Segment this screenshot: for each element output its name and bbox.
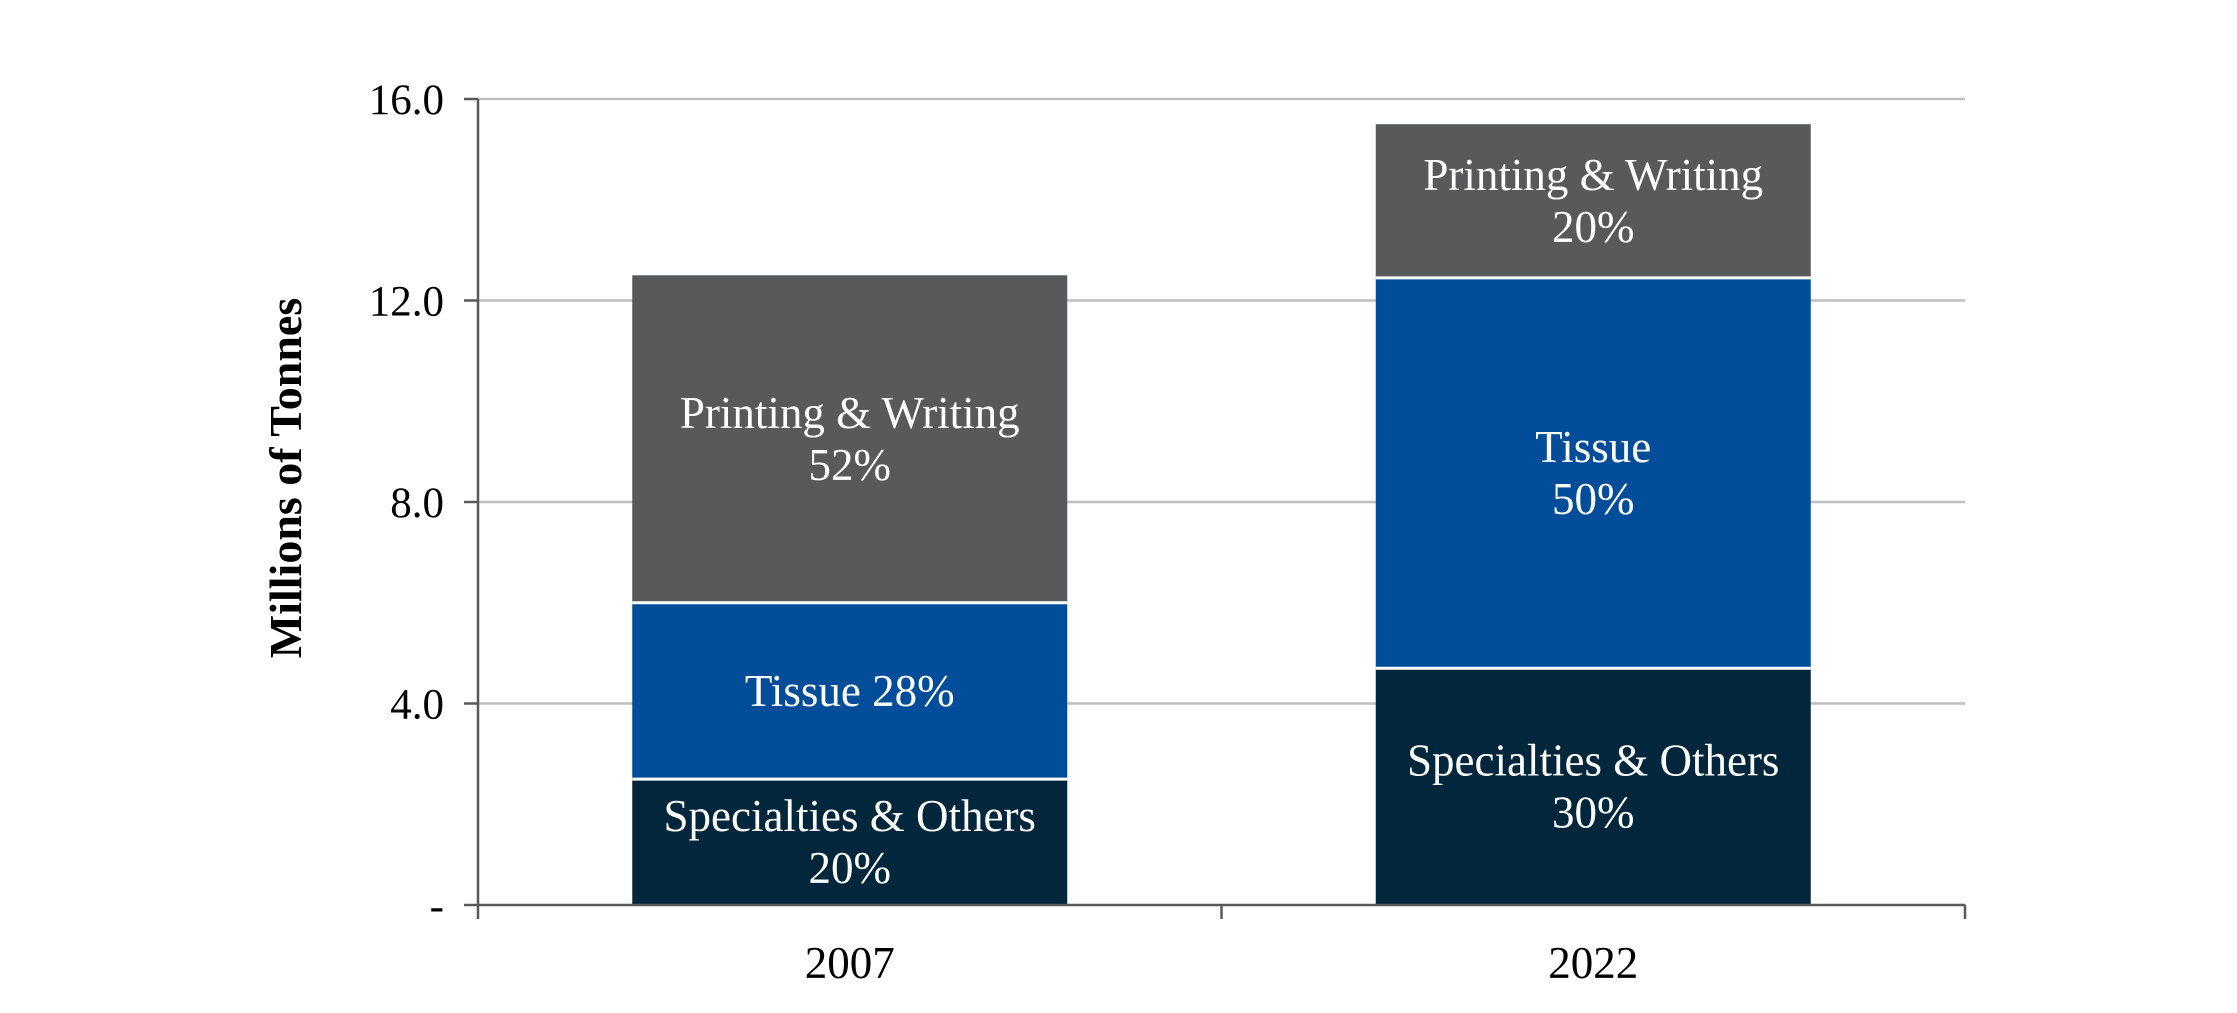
data-label: Specialties & Others [664,791,1036,841]
data-label: 50% [1552,474,1635,524]
y-tick-label: 12.0 [369,279,444,326]
data-label: 30% [1552,788,1635,838]
bar-segment [1375,124,1811,278]
data-label: Tissue [1535,422,1651,472]
bar-segment [632,779,1068,905]
data-label: 20% [1552,202,1635,252]
y-tick-label: - [430,883,444,930]
axes [464,97,1967,919]
y-tick-label: 8.0 [390,480,444,527]
y-tick-label: 4.0 [390,682,444,729]
data-label: Printing & Writing [680,388,1020,438]
x-tick-label: 2007 [805,938,895,988]
x-tick-label: 2022 [1548,938,1638,988]
data-label: 52% [809,440,892,490]
y-tick-label: 16.0 [369,77,444,124]
bars [632,124,1811,905]
bar-segment [1375,277,1811,669]
data-label: Printing & Writing [1423,150,1763,200]
bar-segment [632,602,1068,780]
y-axis-title: Millions of Tonnes [260,298,311,658]
data-label: Tissue 28% [745,666,955,716]
data-label: Specialties & Others [1407,736,1779,786]
bar-segment [1375,668,1811,905]
data-label: 20% [809,843,892,893]
bar-segment [632,275,1068,603]
